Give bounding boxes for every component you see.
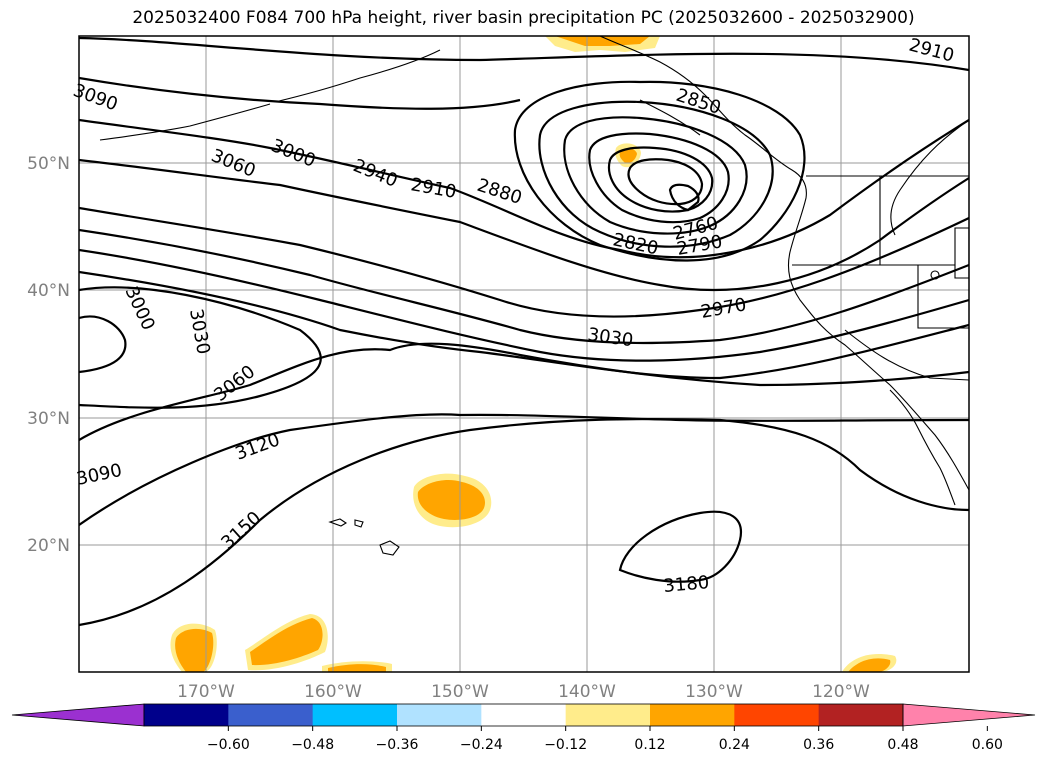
precip-shading [170,36,897,672]
contour-label: 3120 [233,429,283,464]
colorbar-tick-label: −0.24 [460,737,503,753]
lon-label-160w: 160°W [304,682,362,702]
lon-label-120w: 120°W [812,682,870,702]
colorbar-tick-label: −0.48 [291,737,334,753]
contour-label: 2910 [409,174,458,203]
colorbar-segment [818,704,904,726]
latitude-labels: 50°N 40°N 30°N 20°N [27,154,70,556]
colorbar-tick-label: 0.36 [803,737,834,753]
colorbar-tick-label: −0.36 [376,737,419,753]
colorbar-segment [565,704,651,726]
lon-label-130w: 130°W [685,682,743,702]
colorbar-segment [481,704,567,726]
colorbar-segment [144,704,229,726]
lon-label-150w: 150°W [431,682,489,702]
colorbar-tick-label: −0.60 [207,737,250,753]
map-frame [78,35,970,673]
lat-label-50n: 50°N [27,154,70,174]
colorbar-tick-label: −0.12 [544,737,587,753]
height-contours [79,36,969,627]
colorbar-tick-label: 0.12 [634,737,665,753]
lon-label-140w: 140°W [558,682,616,702]
lat-label-30n: 30°N [27,409,70,429]
colorbar-segment [734,704,820,726]
colorbar-tick-label: 0.60 [972,737,1003,753]
colorbar-tick-label: 0.48 [887,737,918,753]
contour-label: 2970 [699,294,748,323]
colorbar-segment [312,704,398,726]
colorbar-segment [397,704,482,726]
contour-label: 3030 [185,307,214,356]
contour-label: 3180 [663,572,710,597]
colorbar-tick-label: 0.24 [719,737,750,753]
contour-label: 3000 [268,135,318,172]
colorbar-extend-right [902,703,1036,727]
longitude-labels: 170°W 160°W 150°W 140°W 130°W 120°W [177,682,870,702]
colorbar-segment [228,704,314,726]
lat-label-40n: 40°N [27,281,70,301]
colorbar-frame [143,703,904,727]
contour-label: 3090 [75,460,124,490]
colorbar-extend-left [11,703,145,727]
contour-label: 3030 [586,324,634,351]
coastlines [99,36,969,556]
contour-label: 3150 [217,507,265,553]
contour-label: 3090 [70,80,120,115]
map-title: 2025032400 F084 700 hPa height, river ba… [132,8,915,28]
contour-label: 2850 [673,85,723,119]
lat-label-20n: 20°N [27,536,70,556]
contour-label: 2880 [474,175,524,209]
contour-label: 2940 [350,155,400,192]
colorbar-segment [650,704,735,726]
lon-label-170w: 170°W [177,682,235,702]
graticule [79,36,969,672]
contour-labels: 3090 3060 3000 2940 2910 2880 2850 2910 … [70,35,956,597]
colorbar: −0.60 −0.48 −0.36 −0.24 −0.12 0.12 0.24 0.36 0.4… [11,703,1036,753]
